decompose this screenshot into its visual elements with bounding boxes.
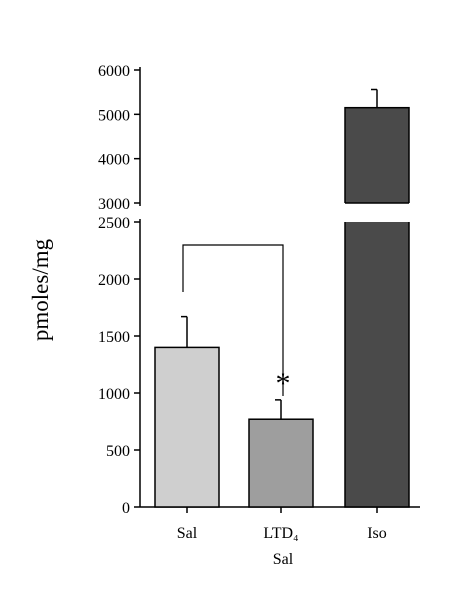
bar	[248, 418, 314, 508]
bar	[154, 346, 220, 508]
x-tick-label: Sal	[177, 525, 198, 542]
y-tick-label: 4000	[98, 152, 130, 169]
significance-bracket	[182, 244, 284, 396]
y-tick-label: 500	[106, 443, 130, 460]
y-axis-label: pmoles/mg	[28, 238, 53, 341]
y-tick-label: 0	[122, 500, 130, 517]
error-bar	[275, 399, 282, 420]
bar-group	[344, 222, 410, 508]
bar	[344, 106, 410, 203]
bar	[344, 222, 410, 508]
x-tick-label: Iso	[367, 525, 387, 542]
y-tick-label: 2500	[98, 215, 130, 232]
y-tick-label: 5000	[98, 107, 130, 124]
y-tick-label: 2000	[98, 272, 130, 289]
error-bar	[181, 315, 188, 348]
bar-group	[344, 106, 410, 203]
y-tick-label: 1500	[98, 329, 130, 346]
y-tick-label: 6000	[98, 63, 130, 80]
y-tick-label: 3000	[98, 196, 130, 213]
y-tick-label: 1000	[98, 386, 130, 403]
bar-group	[248, 418, 314, 508]
bar-group	[154, 346, 220, 508]
annotation: *	[276, 367, 291, 400]
x-tick-label: LTD₄ Sal	[263, 525, 299, 568]
error-bar	[371, 88, 378, 108]
